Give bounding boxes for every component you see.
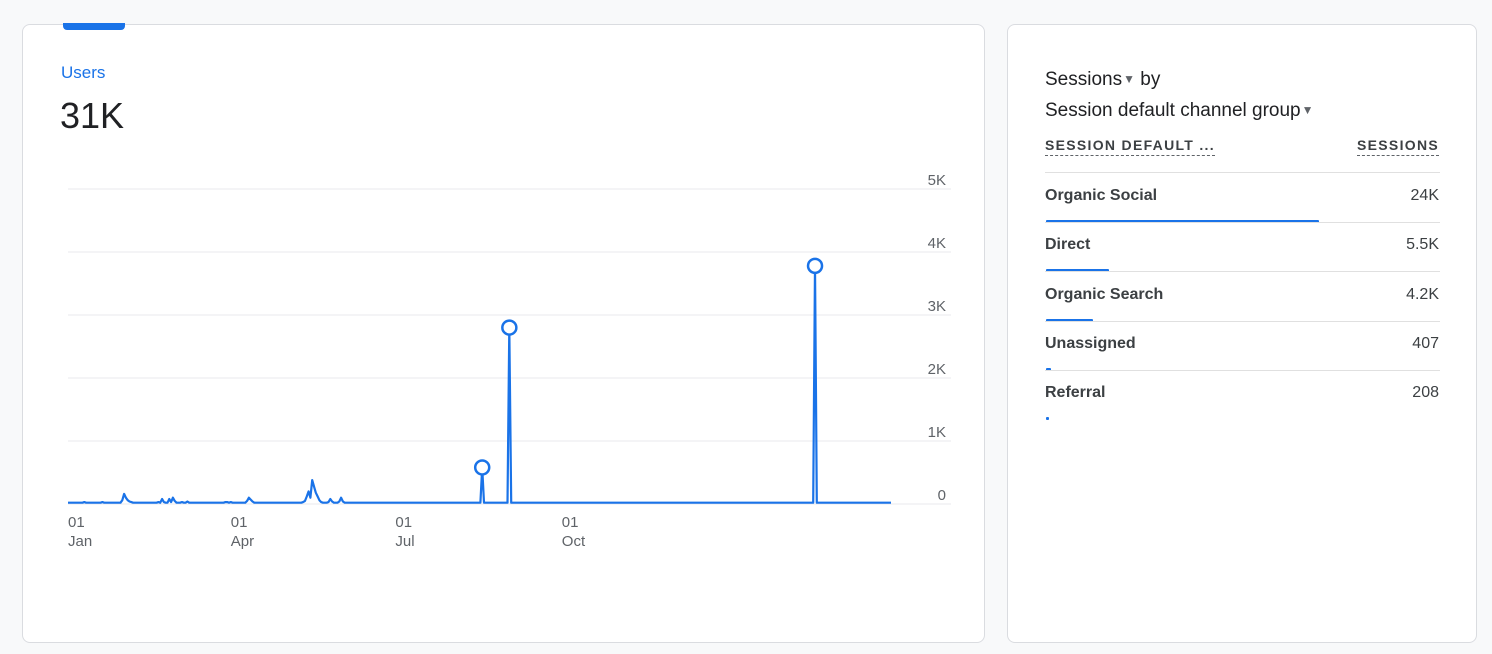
row-value-direct: 5.5K: [1406, 236, 1439, 253]
y-tick-label: 5K: [928, 172, 946, 189]
metric-value: 31K: [60, 95, 125, 136]
metric-label[interactable]: Users: [61, 63, 106, 82]
share-bar: [1046, 417, 1049, 420]
row-value-referral: 208: [1412, 384, 1439, 401]
anomaly-marker[interactable]: [473, 459, 491, 476]
users-series-line: [68, 264, 891, 504]
users-card: Users 31K 0 1K 2K 3K 4K 5K 01 Jan 01 Apr 01 Jul 01 Oc…: [22, 23, 985, 643]
row-name-organic-search: Organic Search: [1045, 286, 1164, 303]
row-name-direct: Direct: [1045, 236, 1091, 253]
y-tick-label: 1K: [928, 424, 946, 441]
x-tick-month: Jul: [395, 533, 414, 550]
row-name-referral: Referral: [1045, 384, 1106, 401]
sessions-metric-label: Sessions: [1045, 69, 1123, 90]
x-tick-month: Oct: [562, 533, 586, 550]
divider: [1045, 222, 1440, 223]
x-tick-day: 01: [231, 514, 248, 531]
x-tick-month: Jan: [68, 533, 92, 550]
x-tick-day: 01: [68, 514, 85, 531]
share-bar: [1046, 269, 1109, 272]
column-header-dimension[interactable]: SESSION DEFAULT ...: [1045, 137, 1215, 156]
divider: [1045, 271, 1440, 272]
dimension-selector[interactable]: Session default channel group▼: [1045, 100, 1314, 122]
y-tick-label: 3K: [928, 298, 946, 315]
anomaly-marker[interactable]: [501, 319, 518, 336]
caret-down-icon: ▼: [1123, 72, 1135, 86]
divider: [1045, 370, 1440, 371]
y-tick-label: 4K: [928, 235, 946, 252]
row-name-organic-social: Organic Social: [1045, 187, 1158, 204]
by-label: by: [1135, 69, 1161, 90]
card-title-line-1: Sessions▼ by: [1045, 69, 1160, 91]
row-name-unassigned: Unassigned: [1045, 335, 1136, 352]
share-bar: [1046, 319, 1093, 322]
share-bar: [1046, 220, 1319, 223]
row-value-unassigned: 407: [1412, 335, 1439, 352]
row-value-organic-social: 24K: [1410, 187, 1439, 204]
x-tick-day: 01: [562, 514, 579, 531]
share-bar: [1046, 368, 1051, 371]
column-header-sessions[interactable]: SESSIONS: [1357, 137, 1439, 156]
dimension-label: Session default channel group: [1045, 100, 1301, 121]
caret-down-icon: ▼: [1301, 103, 1314, 117]
sessions-metric-selector[interactable]: Sessions▼: [1045, 69, 1135, 90]
x-tick-day: 01: [395, 514, 412, 531]
row-value-organic-search: 4.2K: [1406, 286, 1439, 303]
divider: [1045, 172, 1440, 173]
sessions-card: Sessions▼ by Session default channel gro…: [1007, 24, 1477, 643]
tab-indicator: [63, 23, 125, 30]
anomaly-marker[interactable]: [806, 257, 824, 275]
users-line-chart[interactable]: 0 1K 2K 3K 4K 5K 01 Jan 01 Apr 01 Jul 01 Oct: [23, 25, 984, 642]
x-tick-month: Apr: [231, 533, 254, 550]
y-tick-label: 2K: [928, 361, 946, 378]
y-tick-label: 0: [938, 487, 946, 504]
divider: [1045, 321, 1440, 322]
